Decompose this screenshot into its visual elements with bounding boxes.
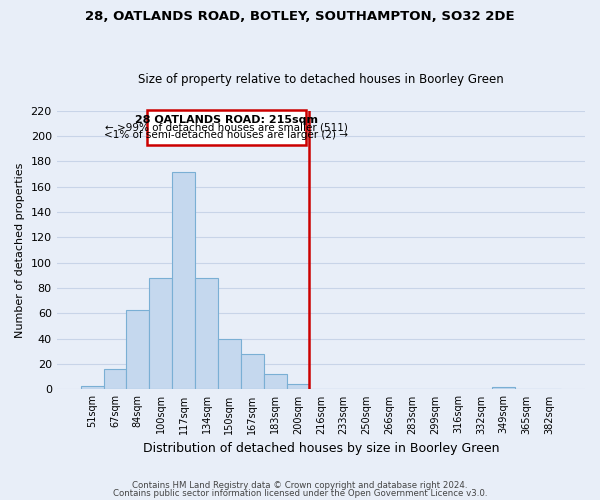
Text: Contains HM Land Registry data © Crown copyright and database right 2024.: Contains HM Land Registry data © Crown c… (132, 481, 468, 490)
Bar (195, 278, 218, 390)
Text: <1% of semi-detached houses are larger (2) →: <1% of semi-detached houses are larger (… (104, 130, 349, 140)
Text: 28, OATLANDS ROAD, BOTLEY, SOUTHAMPTON, SO32 2DE: 28, OATLANDS ROAD, BOTLEY, SOUTHAMPTON, … (85, 10, 515, 23)
Bar (104, 369, 127, 390)
Bar (149, 278, 172, 390)
Bar (493, 387, 515, 390)
Bar (287, 384, 310, 390)
X-axis label: Distribution of detached houses by size in Boorley Green: Distribution of detached houses by size … (143, 442, 499, 455)
Title: Size of property relative to detached houses in Boorley Green: Size of property relative to detached ho… (138, 73, 504, 86)
Bar (80, 386, 104, 390)
Y-axis label: Number of detached properties: Number of detached properties (15, 162, 25, 338)
Text: 28 OATLANDS ROAD: 215sqm: 28 OATLANDS ROAD: 215sqm (135, 114, 318, 124)
Bar (263, 374, 287, 390)
Text: ← >99% of detached houses are smaller (511): ← >99% of detached houses are smaller (5… (105, 122, 348, 132)
Bar (127, 310, 149, 390)
Text: Contains public sector information licensed under the Open Government Licence v3: Contains public sector information licen… (113, 488, 487, 498)
Bar (218, 339, 241, 390)
Bar (172, 172, 195, 390)
Bar (241, 354, 263, 390)
FancyBboxPatch shape (147, 110, 306, 145)
